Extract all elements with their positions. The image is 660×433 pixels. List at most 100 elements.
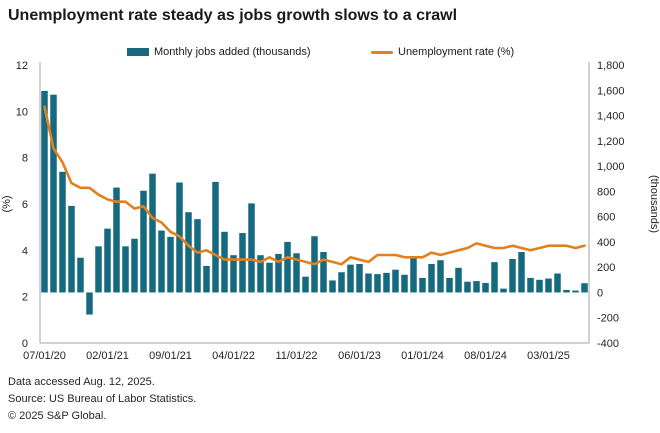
jobs-bar [410,258,417,293]
jobs-bar [536,279,543,293]
jobs-bar [329,280,336,293]
legend-label-unemployment: Unemployment rate (%) [398,46,515,58]
left-axis-tick-label: 8 [22,153,28,165]
left-axis-tick-label: 2 [22,292,28,304]
jobs-bar [77,257,84,293]
jobs-bar [509,258,516,293]
x-axis-tick-label: 09/01/21 [149,350,192,362]
jobs-bar [284,241,291,293]
jobs-bar [113,187,120,293]
legend-item-unemployment: Unemployment rate (%) [371,46,514,58]
jobs-bar [482,282,489,293]
jobs-bar [167,236,174,293]
jobs-bar [374,274,381,293]
right-axis-tick-label: 600 [597,212,615,224]
right-axis-tick-label: 800 [597,186,615,198]
jobs-bar [149,173,156,293]
jobs-bar [248,203,255,293]
jobs-bar [302,276,309,293]
jobs-bar [131,238,138,293]
jobs-bar [572,290,579,293]
jobs-bar [545,278,552,293]
x-axis-tick-label: 11/01/22 [275,350,317,362]
chart-title: Unemployment rate steady as jobs growth … [8,7,458,24]
right-axis-tick-label: 1,200 [597,136,625,148]
jobs-bar [266,262,273,293]
chart-legend: Monthly jobs added (thousands) Unemploym… [0,46,660,62]
x-axis-tick-label: 07/01/20 [23,350,66,362]
jobs-bar [59,171,66,293]
jobs-bar [347,264,354,293]
jobs-bar [50,94,57,293]
jobs-bar [365,273,372,293]
jobs-bar [428,264,435,293]
right-axis-tick-label: 400 [597,237,615,249]
x-axis-tick-label: 03/01/25 [527,350,570,362]
jobs-bar [527,277,534,293]
left-axis-title: (%) [1,195,13,212]
left-axis-tick-label: 0 [22,338,28,350]
jobs-bar [212,181,219,293]
left-axis-tick-label: 12 [16,60,28,72]
x-axis-tick-label: 01/01/24 [401,350,444,362]
jobs-bar [239,233,246,293]
left-axis-tick-label: 10 [16,106,28,118]
x-axis-tick-label: 06/01/23 [338,350,381,362]
jobs-bar [563,289,570,293]
jobs-bar [401,274,408,293]
jobs-bar [419,277,426,293]
jobs-bar [158,230,165,293]
jobs-bar [194,219,201,293]
jobs-bar [257,255,264,293]
right-axis-tick-label: -200 [597,313,619,325]
jobs-bar [86,292,93,315]
x-axis-tick-label: 02/01/21 [86,350,129,362]
x-axis-tick-label: 08/01/24 [464,350,507,362]
right-axis-tick-label: 1,600 [597,85,625,97]
legend-label-jobs: Monthly jobs added (thousands) [154,46,311,58]
chart-footnotes: Data accessed Aug. 12, 2025. Source: US … [8,374,196,425]
right-axis-tick-label: 0 [597,287,603,299]
jobs-bar [518,252,525,293]
jobs-bar [338,272,345,293]
jobs-bar [68,205,75,293]
jobs-bar [275,253,282,293]
right-axis-tick-label: 1,000 [597,161,625,173]
footnote-copyright: © 2025 S&P Global. [8,410,107,422]
jobs-bar [356,264,363,293]
jobs-bar [383,272,390,293]
jobs-bar [455,267,462,293]
jobs-bar [392,269,399,293]
jobs-bar [230,255,237,293]
jobs-bar [437,260,444,293]
footnote-source: Source: US Bureau of Labor Statistics. [8,393,197,405]
right-axis-tick-label: -400 [597,338,619,350]
jobs-bar [185,212,192,293]
jobs-bar [203,265,210,293]
jobs-bar [446,277,453,293]
combo-chart-plot: 0 2 4 6 8 10 12 -400 -200 0 200 400 600 800 1,000 1,200… [1,60,660,362]
jobs-bar [293,253,300,293]
jobs-bar [320,252,327,293]
jobs-bar [500,288,507,293]
bar-swatch-icon [127,48,149,56]
unemployment-line [43,105,586,266]
jobs-bar [221,231,228,293]
jobs-bar [140,190,147,293]
jobs-bar [41,90,48,293]
jobs-bar [104,228,111,293]
left-axis-tick-label: 6 [22,199,28,211]
jobs-bar [581,283,588,293]
jobs-bar [122,246,129,293]
right-axis-tick-label: 1,800 [597,60,625,72]
jobs-bar [554,273,561,293]
right-axis-title: (thousands) [648,175,660,233]
jobs-bar [464,281,471,293]
right-axis-tick-label: 200 [597,262,615,274]
legend-item-jobs: Monthly jobs added (thousands) [127,46,311,58]
jobs-bar [491,262,498,293]
line-swatch-icon [371,50,393,54]
left-axis-tick-label: 4 [22,245,28,257]
jobs-bar [473,281,480,293]
